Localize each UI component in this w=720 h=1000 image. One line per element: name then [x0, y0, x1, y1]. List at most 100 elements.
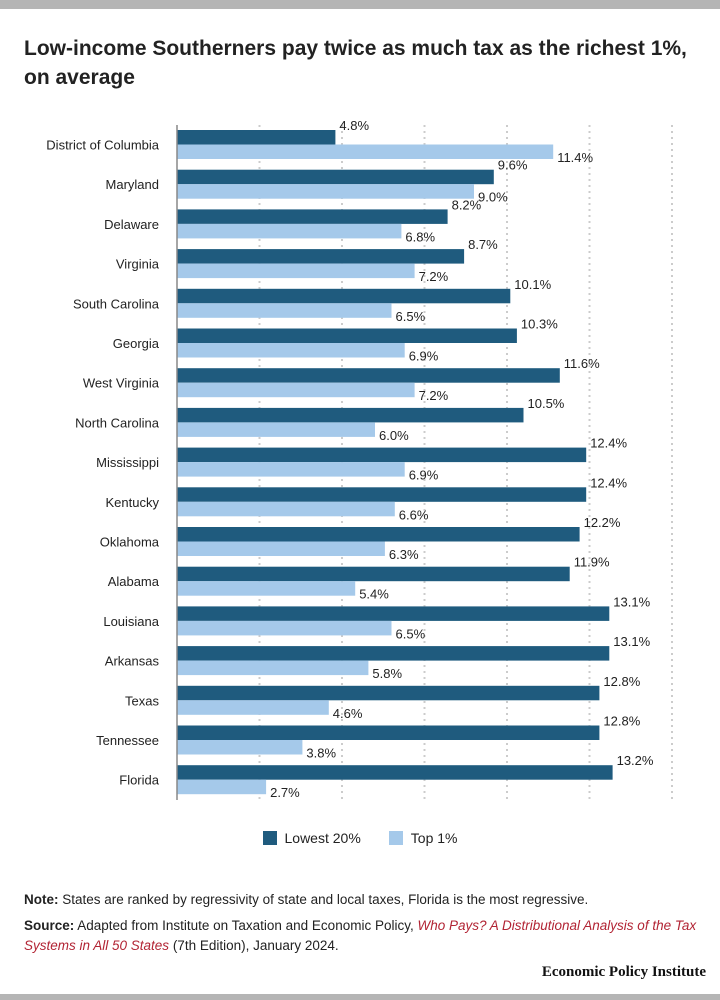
data-label-top-1: 6.6%	[399, 507, 429, 522]
data-label-top-1: 6.5%	[396, 309, 426, 324]
bar-lowest-20	[177, 249, 465, 264]
source-text-after: (7th Edition), January 2024.	[169, 938, 339, 953]
category-label: Oklahoma	[100, 535, 160, 550]
data-label-top-1: 9.0%	[478, 190, 508, 205]
bar-lowest-20	[177, 606, 610, 621]
bar-top-1	[177, 700, 329, 715]
bar-lowest-20	[177, 725, 600, 740]
chart-note: Note: States are ranked by regressivity …	[24, 890, 704, 910]
brand-logo: Economic Policy Institute	[541, 964, 706, 980]
bar-lowest-20	[177, 130, 336, 145]
bar-lowest-20	[177, 368, 560, 383]
data-label-lowest-20: 13.1%	[613, 634, 650, 649]
category-label: Louisiana	[103, 614, 159, 629]
bar-top-1	[177, 343, 405, 358]
category-label: Delaware	[104, 217, 159, 232]
note-label: Note:	[24, 892, 59, 907]
chart-source: Source: Adapted from Institute on Taxati…	[24, 916, 704, 956]
note-text: States are ranked by regressivity of sta…	[58, 892, 589, 907]
bar-lowest-20	[177, 487, 587, 502]
bar-top-1	[177, 462, 405, 477]
bar-top-1	[177, 144, 554, 159]
top-border	[0, 0, 720, 9]
data-label-lowest-20: 11.9%	[574, 555, 610, 570]
bar-top-1	[177, 620, 392, 636]
data-label-top-1: 3.8%	[306, 746, 336, 761]
source-link[interactable]: Who Pays? A Distributional Analysis of t…	[24, 918, 697, 953]
data-label-lowest-20: 12.4%	[590, 475, 627, 490]
category-label: Tennessee	[96, 733, 159, 748]
bar-top-1	[177, 541, 385, 556]
legend-label-top: Top 1%	[410, 830, 458, 846]
legend-label-lowest: Lowest 20%	[284, 830, 361, 846]
data-label-top-1: 6.0%	[379, 428, 409, 443]
data-label-top-1: 2.7%	[270, 785, 300, 800]
bar-top-1	[177, 660, 369, 676]
bar-top-1	[177, 779, 267, 795]
data-label-top-1: 5.4%	[359, 587, 389, 602]
bar-lowest-20	[177, 447, 587, 463]
data-label-top-1: 6.9%	[409, 349, 439, 364]
data-label-lowest-20: 13.1%	[613, 594, 650, 609]
bar-top-1	[177, 263, 415, 279]
legend-item-lowest: Lowest 20%	[262, 830, 361, 846]
bar-lowest-20	[177, 527, 580, 542]
category-label: Arkansas	[105, 654, 160, 669]
data-label-top-1: 7.2%	[419, 269, 449, 284]
category-label: District of Columbia	[46, 138, 159, 153]
data-label-lowest-20: 10.1%	[514, 277, 551, 292]
bar-top-1	[177, 223, 402, 239]
data-label-lowest-20: 13.2%	[617, 753, 654, 768]
source-label: Source:	[24, 918, 75, 933]
category-label: Georgia	[113, 336, 160, 351]
legend-swatch-top	[388, 831, 403, 845]
legend: Lowest 20% Top 1%	[0, 830, 720, 846]
bar-lowest-20	[177, 328, 517, 343]
bar-top-1	[177, 382, 415, 398]
category-label: West Virginia	[83, 376, 160, 391]
category-label: North Carolina	[75, 415, 160, 430]
data-label-lowest-20: 12.2%	[584, 515, 621, 530]
bar-lowest-20	[177, 288, 511, 304]
category-label: Virginia	[116, 257, 160, 272]
category-label: South Carolina	[73, 296, 160, 311]
data-label-top-1: 5.8%	[372, 666, 402, 681]
data-label-top-1: 6.5%	[396, 626, 426, 641]
data-label-lowest-20: 8.7%	[468, 237, 498, 252]
data-label-top-1: 6.8%	[405, 229, 435, 244]
bar-top-1	[177, 303, 392, 318]
data-label-top-1: 6.9%	[409, 468, 439, 483]
data-label-top-1: 6.3%	[389, 547, 419, 562]
data-label-lowest-20: 11.6%	[564, 356, 600, 371]
category-label: Alabama	[108, 574, 160, 589]
legend-swatch-lowest	[262, 831, 277, 845]
data-label-lowest-20: 12.4%	[590, 436, 627, 451]
bar-lowest-20	[177, 407, 524, 423]
category-label: Mississippi	[96, 455, 159, 470]
data-label-lowest-20: 10.5%	[528, 396, 565, 411]
bar-lowest-20	[177, 209, 448, 224]
chart-title: Low-income Southerners pay twice as much…	[24, 37, 687, 89]
category-label: Maryland	[106, 177, 159, 192]
category-label: Kentucky	[106, 495, 160, 510]
source-text-before: Adapted from Institute on Taxation and E…	[74, 918, 418, 933]
bar-top-1	[177, 581, 356, 596]
data-label-lowest-20: 9.6%	[498, 158, 528, 173]
bar-top-1	[177, 740, 303, 755]
category-label: Florida	[119, 773, 160, 788]
bottom-border	[0, 994, 720, 1000]
bar-lowest-20	[177, 646, 610, 661]
data-label-lowest-20: 12.8%	[603, 714, 640, 729]
bar-lowest-20	[177, 566, 570, 582]
data-label-lowest-20: 10.3%	[521, 317, 558, 332]
data-label-lowest-20: 4.8%	[339, 120, 369, 133]
data-label-lowest-20: 12.8%	[603, 674, 640, 689]
bar-lowest-20	[177, 765, 613, 780]
bar-top-1	[177, 422, 375, 437]
bar-lowest-20	[177, 169, 494, 185]
category-label: Texas	[125, 693, 159, 708]
bar-lowest-20	[177, 685, 600, 701]
bar-top-1	[177, 501, 395, 517]
bar-chart: District of Columbia 4.8% 11.4% Maryland 9.6…	[46, 120, 673, 800]
bar-top-1	[177, 184, 474, 199]
